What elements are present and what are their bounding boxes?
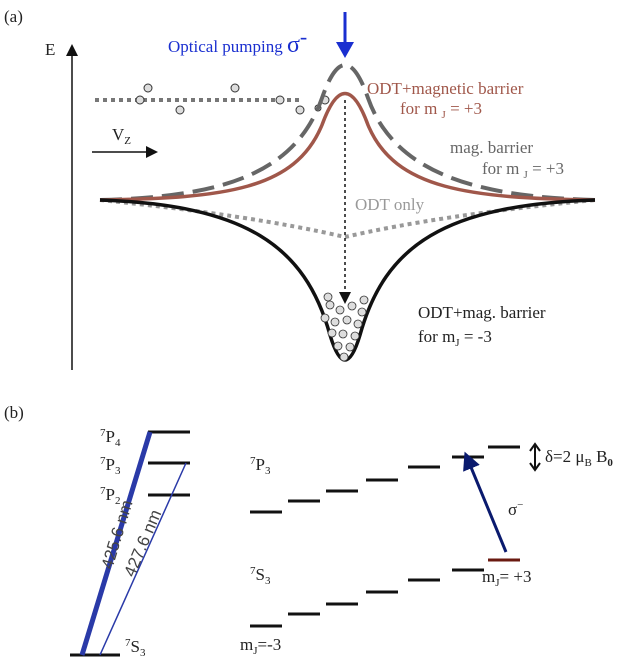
text-part: B	[584, 457, 591, 469]
mj-label: mJ=-3	[240, 635, 281, 657]
text-part: P	[106, 485, 115, 504]
text-part: Z	[124, 135, 131, 147]
pump-label: Optical pumping σ-	[168, 24, 307, 58]
curve-label: ODT+magnetic barrier for m J = +3	[367, 79, 524, 121]
pump-beam-head	[336, 42, 354, 58]
text-part: P	[256, 455, 265, 474]
text-part: for m	[418, 327, 455, 346]
text-part: S	[256, 565, 265, 584]
text-part: ODT+magnetic barrier	[367, 79, 524, 98]
text-part: m	[240, 635, 253, 654]
text-part: 7	[250, 455, 256, 467]
text-part: B	[592, 447, 608, 466]
curve-label: ODT+mag. barrier for mJ = -3	[418, 303, 546, 349]
axis-label: E	[45, 40, 55, 59]
text-part: = +3	[446, 99, 482, 118]
text-part: -	[300, 24, 307, 49]
text-part: 3	[265, 575, 271, 587]
trapped-atoms	[320, 292, 369, 362]
zeeman-upper	[250, 445, 520, 514]
level-label: 7S3	[250, 565, 271, 587]
text-part: −	[517, 499, 523, 511]
text-part: = -3	[460, 327, 492, 346]
mj-label: mJ= +3	[482, 567, 531, 589]
text-part: S	[131, 637, 140, 656]
text-part: for m	[400, 99, 442, 118]
text-part: 3	[115, 465, 121, 477]
text-part: P	[106, 427, 115, 446]
text-part: J	[253, 645, 258, 657]
text-part: 0	[607, 457, 613, 469]
panel-label: (a)	[4, 7, 23, 26]
text-part: 7	[100, 427, 106, 439]
curve-label: ODT only	[355, 195, 425, 214]
odt-mag-down-curve	[99, 198, 596, 362]
transition-line	[79, 431, 153, 656]
level-label: 7P4	[100, 427, 121, 449]
transition-label: σ−	[508, 499, 523, 519]
text-part: 7	[100, 485, 106, 497]
text-part: σ	[287, 32, 300, 58]
velocity-label: VZ	[112, 125, 131, 147]
text-part: ODT+mag. barrier	[418, 303, 546, 322]
level-label: 7P2	[100, 485, 120, 507]
text-part: for m	[482, 159, 524, 178]
panel-label: (b)	[4, 403, 24, 422]
text-part: J	[442, 109, 447, 121]
text-part: δ=2 μ	[545, 447, 584, 466]
level-label: 7P3	[250, 455, 271, 477]
text-part: Optical pumping	[168, 37, 287, 56]
text-part: mag. barrier	[450, 138, 533, 157]
transition-line	[99, 462, 187, 656]
odt-mag-up-curve	[99, 92, 596, 202]
text-part: 3	[265, 465, 271, 477]
panel-b: (b) 425.6 nm 427.6 nm 7P4 7P3 7P2 7S3 7P…	[4, 403, 613, 659]
mag-barrier-curve	[99, 63, 596, 202]
text-part: m	[482, 567, 495, 586]
zeeman-lower	[250, 558, 520, 628]
text-part: V	[112, 125, 125, 144]
curve-label: mag. barrier for m J = +3	[450, 138, 564, 181]
text-part: 2	[115, 495, 121, 507]
text-part: =-3	[258, 635, 282, 654]
splitting-arrow	[529, 442, 541, 472]
text-part: 7	[250, 565, 256, 577]
text-part: 7	[125, 637, 131, 649]
text-part: 4	[115, 437, 121, 449]
text-part: 7	[100, 455, 106, 467]
text-part: σ	[508, 500, 517, 519]
text-part: 3	[140, 647, 146, 659]
text-part: J	[455, 337, 460, 349]
text-part: = +3	[528, 159, 564, 178]
level-label: 7P3	[100, 455, 121, 477]
text-part: = +3	[500, 567, 532, 586]
level-label: 7S3	[125, 637, 146, 659]
pump-transition	[463, 451, 508, 553]
text-part: P	[106, 455, 115, 474]
splitting-label: δ=2 μB B0	[545, 447, 613, 469]
text-part: J	[524, 169, 529, 181]
panel-a: (a) E VZ Optical pumping σ- ODT+magnetic…	[4, 7, 596, 370]
text-part: J	[495, 577, 500, 589]
